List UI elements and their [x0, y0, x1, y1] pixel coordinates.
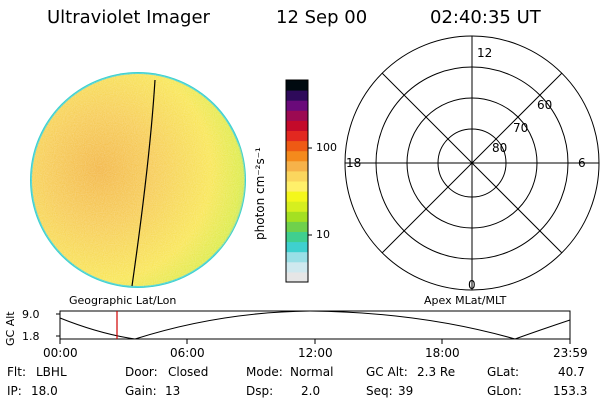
colorbar-swatch [286, 120, 308, 131]
mlat-label-70: 70 [513, 121, 529, 135]
colorbar-swatch [286, 80, 308, 91]
colorbar-unit-label: photon cm⁻²s⁻¹ [253, 147, 267, 240]
gain-value: 13 [165, 384, 181, 398]
mlt-label-18: 18 [346, 156, 362, 170]
gain-label: Gain: [125, 384, 157, 398]
colorbar-swatch [286, 100, 308, 111]
colorbar-tick-100: 100 [316, 141, 337, 154]
altitude-curve [59, 310, 571, 340]
flt-label: Flt: [7, 365, 26, 379]
geographic-label: Geographic Lat/Lon [69, 294, 177, 307]
ip-value: 18.0 [31, 384, 58, 398]
altitude-xtick-2359: 23:59 [553, 346, 588, 360]
instrument-title: Ultraviolet Imager [47, 7, 210, 28]
colorbar-swatch [286, 130, 308, 142]
altitude-xtick-0000: 00:00 [43, 346, 78, 360]
colorbar-swatch [286, 221, 308, 232]
ip-label: IP: [7, 384, 22, 398]
dsp-label: Dsp: [246, 384, 274, 398]
colorbar [285, 79, 312, 283]
altitude-xtick-1200: 12:00 [298, 346, 333, 360]
mode-label: Mode: [246, 365, 283, 379]
altitude-ytick-1: 1.8 [22, 330, 40, 343]
glat-value: 40.7 [558, 365, 585, 379]
door-value: Closed [168, 365, 209, 379]
dsp-value: 2.0 [301, 384, 321, 398]
seq-label: Seq: [366, 384, 393, 398]
altitude-frame [59, 310, 571, 340]
door-label: Door: [125, 365, 158, 379]
colorbar-swatch [286, 140, 308, 152]
mlt-label-0: 0 [468, 278, 476, 292]
colorbar-swatch [286, 150, 308, 162]
colorbar-swatch [286, 261, 308, 273]
apex-label: Apex MLat/MLT [424, 294, 507, 307]
glat-label: GLat: [487, 365, 520, 379]
gcalt-label: GC Alt: [366, 365, 408, 379]
colorbar-swatch [286, 170, 308, 182]
colorbar-swatch [286, 231, 308, 243]
altitude-xtick-1800: 18:00 [425, 346, 460, 360]
earth-disk-image [30, 72, 246, 288]
colorbar-tick-10: 10 [316, 228, 330, 241]
colorbar-swatch [286, 241, 308, 253]
colorbar-swatch [286, 191, 308, 202]
colorbar-swatch [286, 110, 308, 121]
colorbar-swatch [286, 271, 308, 283]
colorbar-swatch [286, 90, 308, 101]
mlat-label-60: 60 [537, 98, 553, 112]
image-date: 12 Sep 00 [276, 7, 368, 28]
colorbar-swatch [286, 201, 308, 212]
altitude-ylabel: GC Alt [4, 311, 17, 346]
gcalt-value: 2.3 Re [417, 365, 456, 379]
colorbar-swatch [286, 251, 308, 263]
mlat-label-80: 80 [492, 141, 508, 155]
altitude-ytick-9: 9.0 [22, 308, 40, 321]
colorbar-frame [285, 79, 309, 283]
image-time: 02:40:35 UT [430, 7, 541, 28]
seq-value: 39 [398, 384, 414, 398]
altitude-plot [56, 310, 571, 344]
mode-value: Normal [290, 365, 334, 379]
glon-value: 153.3 [553, 384, 588, 398]
polar-diagonal-2 [381, 72, 563, 254]
mlt-label-6: 6 [578, 156, 586, 170]
mlt-label-12: 12 [477, 46, 493, 60]
colorbar-swatch [286, 181, 308, 192]
polar-grid [344, 35, 600, 291]
glon-label: GLon: [487, 384, 522, 398]
altitude-xtick-0600: 06:00 [170, 346, 205, 360]
colorbar-swatch [286, 160, 308, 172]
colorbar-swatch [286, 211, 308, 222]
flt-value: LBHL [36, 365, 67, 379]
terminator-line [131, 79, 156, 287]
altitude-xticks [56, 313, 571, 344]
